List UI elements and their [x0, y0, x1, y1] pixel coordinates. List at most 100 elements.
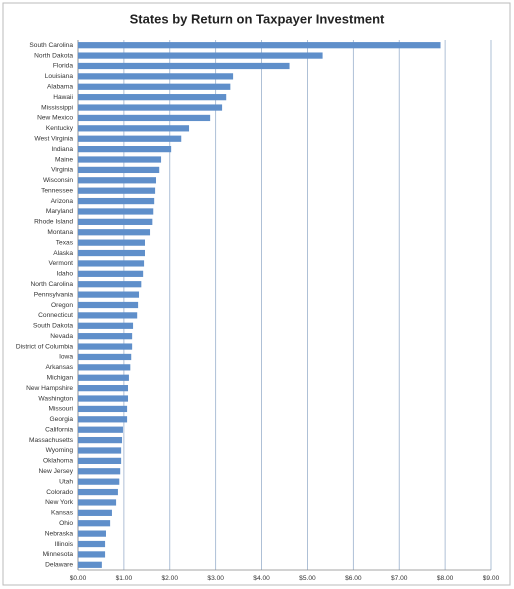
- bar: [78, 436, 123, 444]
- bar: [78, 197, 155, 205]
- bar: [78, 353, 132, 361]
- bar: [78, 239, 145, 246]
- y-tick-label: Minnesota: [43, 551, 74, 558]
- bar: [78, 520, 111, 527]
- y-tick-label: South Carolina: [29, 42, 73, 49]
- y-tick-label: Massachusetts: [29, 437, 74, 444]
- bar: [78, 301, 139, 309]
- x-tick-label: $4.00: [253, 575, 270, 582]
- x-tick-label: $9.00: [483, 575, 500, 582]
- bar: [78, 551, 106, 558]
- y-tick-label: Hawaii: [53, 94, 73, 101]
- y-tick-label: Indiana: [51, 146, 73, 153]
- bar: [78, 135, 182, 142]
- y-tick-label: Arizona: [51, 198, 74, 205]
- y-tick-label: North Dakota: [34, 52, 73, 59]
- bar: [78, 260, 145, 267]
- bar: [78, 249, 145, 257]
- bar: [78, 125, 190, 132]
- y-tick-label: North Carolina: [30, 281, 73, 288]
- y-tick-label: Alabama: [47, 84, 73, 91]
- bar: [78, 395, 129, 402]
- x-tick-label: $0.00: [70, 575, 87, 582]
- y-tick-label: California: [45, 426, 73, 433]
- bar: [78, 146, 172, 153]
- bar: [78, 333, 133, 340]
- bar: [78, 416, 128, 423]
- y-tick-label: Oklahoma: [43, 458, 73, 465]
- y-tick-label: Idaho: [56, 271, 73, 278]
- y-tick-label: Utah: [59, 478, 73, 485]
- chart-title: States by Return on Taxpayer Investment: [130, 11, 385, 26]
- bar: [78, 405, 128, 413]
- bar: [78, 509, 112, 516]
- bar: [78, 322, 134, 329]
- y-tick-label: Maine: [55, 156, 73, 163]
- x-tick-label: $3.00: [207, 575, 224, 582]
- y-tick-label: Georgia: [50, 416, 74, 423]
- bar: [78, 270, 144, 277]
- bar: [78, 62, 290, 70]
- bar: [78, 94, 227, 101]
- y-tick-label: Oregon: [51, 302, 73, 309]
- y-tick-label: Virginia: [51, 167, 73, 174]
- y-tick-label: Montana: [47, 229, 73, 236]
- y-tick-label: Wyoming: [46, 447, 74, 454]
- y-tick-label: Michigan: [47, 374, 74, 381]
- y-tick-label: New York: [45, 499, 74, 506]
- x-tick-label: $2.00: [162, 575, 179, 582]
- y-tick-label: Texas: [56, 239, 74, 246]
- y-tick-label: District of Columbia: [16, 343, 73, 350]
- bar: [78, 374, 129, 381]
- bar: [78, 385, 129, 392]
- y-tick-label: Rhode Island: [34, 219, 73, 226]
- y-tick-label: Ohio: [59, 520, 73, 527]
- bar: [78, 499, 117, 506]
- bar: [78, 426, 123, 433]
- y-tick-label: Nevada: [50, 333, 73, 340]
- bar: [78, 52, 323, 59]
- bar: [78, 73, 234, 80]
- y-tick-label: Colorado: [46, 489, 73, 496]
- bar: [78, 83, 231, 90]
- y-tick-label: Tennessee: [41, 187, 73, 194]
- y-tick-label: Kentucky: [46, 125, 74, 132]
- bar: [78, 478, 120, 485]
- y-tick-label: Iowa: [59, 354, 73, 361]
- y-tick-label: New Hampshire: [26, 385, 73, 392]
- x-tick-label: $5.00: [299, 575, 316, 582]
- y-tick-label: Delaware: [45, 562, 73, 569]
- bar: [78, 42, 441, 49]
- bar: [78, 312, 138, 319]
- bar: [78, 114, 211, 122]
- y-tick-label: West Virginia: [34, 135, 73, 142]
- x-tick-label: $6.00: [345, 575, 362, 582]
- bar: [78, 281, 142, 288]
- y-tick-label: New Jersey: [39, 468, 74, 475]
- bar: [78, 208, 154, 215]
- y-tick-label: Arkansas: [46, 364, 74, 371]
- bar: [78, 447, 122, 454]
- bar: [78, 177, 157, 184]
- y-tick-label: Pennsylvania: [34, 291, 74, 298]
- y-tick-label: Louisiana: [45, 73, 74, 80]
- bar: [78, 343, 133, 350]
- y-tick-label: Connecticut: [38, 312, 73, 319]
- bar: [78, 218, 153, 225]
- bar: [78, 468, 121, 475]
- bar: [78, 540, 106, 548]
- x-tick-label: $1.00: [116, 575, 133, 582]
- y-tick-label: Maryland: [46, 208, 73, 215]
- y-tick-label: Florida: [53, 63, 73, 70]
- y-tick-label: Missouri: [48, 406, 73, 413]
- bar: [78, 229, 151, 236]
- bar: [78, 104, 223, 111]
- y-tick-label: South Dakota: [33, 323, 73, 330]
- y-tick-label: Mississippi: [41, 104, 73, 111]
- x-tick-label: $8.00: [437, 575, 454, 582]
- bar: [78, 457, 122, 464]
- bar: [78, 291, 140, 298]
- y-tick-label: Nebraska: [45, 530, 74, 537]
- y-tick-label: Washington: [38, 395, 73, 402]
